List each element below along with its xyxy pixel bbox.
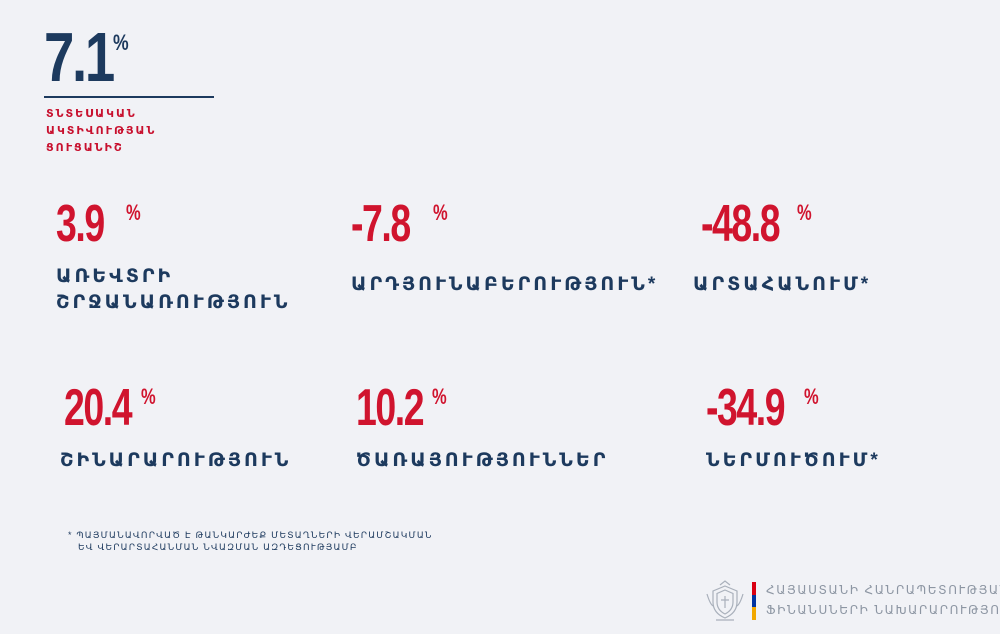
stat-label-line: ՇՐՋԱՆԱՌՈՒԹՅՈՒՆ [56,292,291,313]
stat-unit: % [141,384,156,409]
stat-unit: % [433,200,448,225]
stat-unit: % [804,384,819,409]
stat-industrial-output: -7.8 % ԱՐԴՅՈՒՆԱԲԵՐՈՒԹՅՈՒՆ* [351,195,655,298]
coat-of-arms-icon [706,580,744,621]
stat-label-line: ՇԻՆԱՐԱՐՈՒԹՅՈՒՆ [60,450,292,471]
ministry-name-line: ՖԻՆԱՆՍՆԵՐԻ ՆԱԽԱՐԱՐՈՒԹՅՈՒՆ [766,603,1000,617]
stat-label-line: ԱՌԵՎՏՐԻ [56,266,174,287]
ministry-name-line: ՀԱՅԱՍՏԱՆԻ ՀԱՆՐԱՊԵՏՈՒԹՅԱՆ [766,583,1000,597]
stat-value: -7.8 [351,195,411,253]
stat-label-line: ԱՐՏԱՀԱՆՈՒՄ* [693,274,872,295]
stat-services: 10.2 % ԾԱՌԱՅՈՒԹՅՈՒՆՆԵՐ [356,382,616,482]
footnote-line: * ՊԱՅՄԱՆԱՎՈՐՎԱԾ Է ԹԱՆԿԱՐԺԵՔ ՄԵՏԱՂՆԵՐԻ ՎԵ… [68,530,433,540]
stat-value: 10.2 [356,379,425,437]
stat-label-line: ՆԵՐՄՈՒԾՈՒՄ* [706,450,881,471]
stat-value: -48.8 [701,195,781,253]
stat-label-line: ԱՐԴՅՈՒՆԱԲԵՐՈՒԹՅՈՒՆ* [351,274,659,295]
headline-label: ՏՆՏԵՍԱԿԱՆ ԱԿՏԻՎՈՒԹՅԱՆ ՑՈՒՑԱՆԻՇ [46,108,157,154]
stat-trade-turnover: 3.9 % ԱՌԵՎՏՐԻ ՇՐՋԱՆԱՌՈՒԹՅՈՒՆ [56,198,316,318]
headline-divider [44,96,214,98]
stat-value: 20.4 [64,379,133,437]
stat-label-line: ԾԱՌԱՅՈՒԹՅՈՒՆՆԵՐ [356,450,609,471]
stat-unit: % [432,384,447,409]
headline-unit: % [113,30,129,55]
stat-value: -34.9 [706,379,786,437]
footnote-line: ԵՎ ՎԵՐԱՐՏԱՀԱՆՄԱՆ ՆՎԱԶՄԱՆ ԱԶԴԵՑՈՒԹՅԱՄԲ [78,542,358,552]
footnote: * ՊԱՅՄԱՆԱՎՈՐՎԱԾ Է ԹԱՆԿԱՐԺԵՔ ՄԵՏԱՂՆԵՐԻ ՎԵ… [68,529,448,553]
stat-unit: % [126,200,141,225]
stat-export: -48.8 % ԱՐՏԱՀԱՆՈՒՄ* [693,195,951,298]
stat-import: -34.9 % ՆԵՐՄՈՒԾՈՒՄ* [706,382,956,482]
armenian-flag-icon [752,582,756,620]
ministry-logo: ՀԱՅԱՍՏԱՆԻ ՀԱՆՐԱՊԵՏՈՒԹՅԱՆ ՖԻՆԱՆՍՆԵՐԻ ՆԱԽԱ… [700,578,1000,624]
headline-value: 7.1 [44,18,115,96]
stat-construction: 20.4 % ՇԻՆԱՐԱՐՈՒԹՅՈՒՆ [60,379,324,482]
stat-value: 3.9 [56,195,105,253]
stat-unit: % [797,200,812,225]
